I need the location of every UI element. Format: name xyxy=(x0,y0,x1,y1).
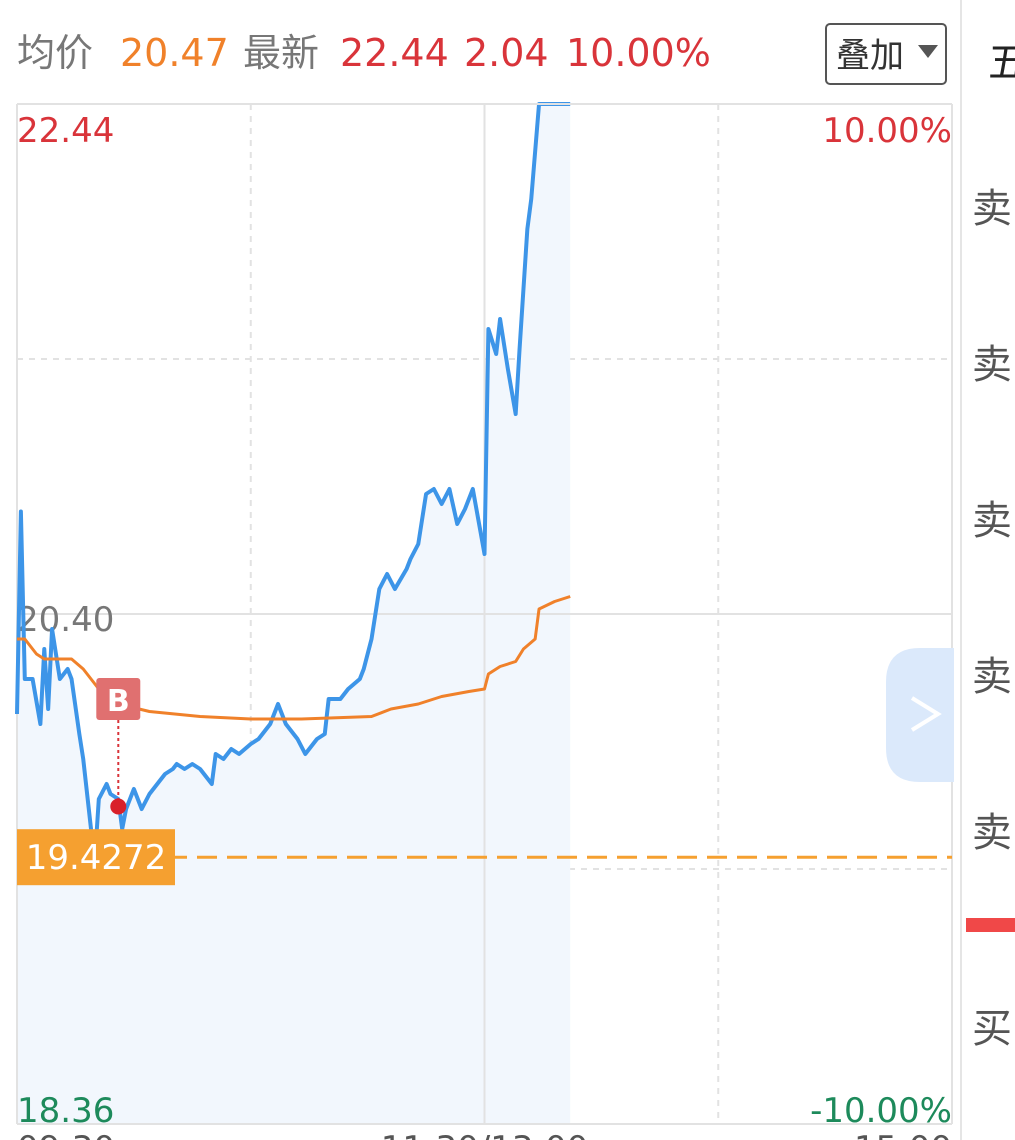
last-price: 22.44 xyxy=(340,31,449,75)
marker-badge xyxy=(96,678,141,720)
y2-tick-label: -10.00% xyxy=(810,1091,952,1131)
overlay-button[interactable]: 叠加 xyxy=(825,23,947,85)
sell-label: 卖 xyxy=(972,654,1012,700)
x-tick-label: 15:00 xyxy=(854,1129,952,1140)
y-tick-label: 18.36 xyxy=(17,1091,114,1131)
plot: 22.44 20.40 18.36 10.00% -10.00% 09:30 11:30/1… xyxy=(15,102,953,1140)
marker-point xyxy=(110,798,127,815)
marker-label: B xyxy=(107,684,130,719)
sell-label: 卖 xyxy=(972,186,1012,232)
button-frame[interactable] xyxy=(825,23,947,85)
cost-label: 19.4272 xyxy=(26,838,167,878)
spread-bar xyxy=(966,918,1015,932)
y2-tick-label: 10.00% xyxy=(822,111,952,151)
cost-label-box xyxy=(17,829,175,886)
dropdown-arrow xyxy=(918,45,938,58)
sell-label: 卖 xyxy=(972,810,1012,856)
expand-chevron xyxy=(910,696,942,732)
sell-label: 卖 xyxy=(972,342,1012,388)
buy-label: 买 xyxy=(972,1006,1012,1052)
avg-label: 均价 xyxy=(17,31,93,75)
panel-title: 五 xyxy=(988,40,1015,86)
change-pct: 10.00% xyxy=(566,31,711,75)
avg-price: 20.47 xyxy=(120,31,229,75)
x-tick-label: 09:30 xyxy=(17,1129,115,1140)
button-label[interactable]: 叠加 xyxy=(836,36,904,76)
y-tick-label: 20.40 xyxy=(17,600,114,640)
expand-tab[interactable] xyxy=(886,648,954,782)
expand-button[interactable] xyxy=(886,648,954,782)
series-line xyxy=(17,595,571,721)
sell-label: 卖 xyxy=(972,498,1012,544)
change: 2.04 xyxy=(464,31,549,75)
series-line xyxy=(15,102,571,861)
x-tick-label: 11:30/13:00 xyxy=(381,1129,588,1140)
y-tick-label: 22.44 xyxy=(17,111,114,151)
last-label: 最新 xyxy=(243,31,319,75)
